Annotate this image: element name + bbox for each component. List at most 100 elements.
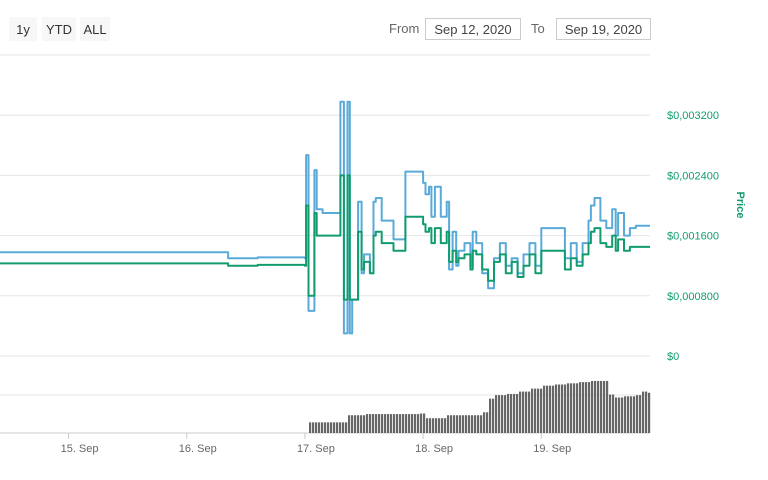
volume-bar (438, 418, 441, 433)
volume-bar (603, 380, 606, 433)
volume-bar (549, 385, 552, 433)
volume-bar (564, 384, 567, 433)
volume-bar (531, 388, 534, 433)
volume-bar (510, 393, 513, 433)
volume-bar (432, 418, 435, 433)
y-tick-label: $0,000800 (667, 291, 719, 303)
volume-bar (456, 415, 459, 433)
volume-bar (519, 391, 522, 433)
volume-bar (453, 415, 456, 433)
volume-bar (462, 415, 465, 433)
volume-bar (390, 414, 393, 433)
volume-bar (558, 384, 561, 433)
volume-bar (618, 397, 621, 433)
volume-bar (621, 397, 624, 433)
volume-bar (504, 395, 507, 433)
volume-bar (396, 414, 399, 433)
volume-bar (633, 396, 636, 433)
volume-bar (483, 412, 486, 433)
volume-bar (594, 380, 597, 433)
volume-bar (309, 422, 312, 433)
volume-bar (576, 383, 579, 433)
volume-bar (339, 422, 342, 433)
volume-bar (465, 415, 468, 433)
volume-bar (489, 398, 492, 433)
axis-layer: $0 $0,000800 $0,001600 $0,002400 $0,003200 Pr… (61, 110, 746, 455)
range-button-ytd[interactable]: YTD (42, 17, 76, 41)
volume-bar (498, 395, 501, 433)
volume-bar (426, 418, 429, 433)
volume-bar (555, 384, 558, 433)
volume-bar (468, 415, 471, 433)
volume-bar (312, 422, 315, 433)
volume-bar (354, 415, 357, 433)
volume-bar (318, 422, 321, 433)
volume-bar (588, 382, 591, 433)
series-layer (0, 100, 650, 335)
volume-bar (582, 382, 585, 433)
volume-bar (399, 414, 402, 433)
volume-bar (642, 391, 645, 433)
y-tick-label: $0,003200 (667, 110, 719, 122)
volume-bar (486, 412, 489, 433)
volume-bar (315, 422, 318, 433)
price-series-1 (0, 100, 650, 335)
volume-bar (591, 380, 594, 433)
volume-bar (639, 395, 642, 433)
volume-bar (606, 380, 609, 433)
volume-bar (636, 395, 639, 433)
y-axis-title: Price (734, 192, 746, 219)
volume-bar (630, 396, 633, 433)
volume-bar (336, 422, 339, 433)
volume-bar (543, 385, 546, 433)
volume-bar (420, 413, 423, 433)
volume-bar (522, 391, 525, 433)
volume-bar (501, 395, 504, 433)
volume-bar (345, 422, 348, 433)
range-button-all[interactable]: ALL (80, 17, 110, 41)
volume-bar (357, 415, 360, 433)
volume-bar (528, 391, 531, 433)
y-tick-label: $0,001600 (667, 231, 719, 243)
x-tick-label: 19. Sep (533, 443, 571, 455)
volume-bar (570, 383, 573, 433)
volume-bar (579, 382, 582, 433)
volume-bar (360, 415, 363, 433)
volume-bar (408, 414, 411, 433)
volume-bar (573, 383, 576, 433)
volume-bar (414, 414, 417, 433)
volume-bar (516, 393, 519, 433)
volume-bar (348, 415, 351, 433)
volume-bar (480, 415, 483, 433)
volume-bar (333, 422, 336, 433)
x-tick-label: 17. Sep (297, 443, 335, 455)
volume-bar (546, 385, 549, 433)
volume-bar (405, 414, 408, 433)
volume-bar (381, 414, 384, 433)
volume-bar (450, 415, 453, 433)
volume-bar (513, 393, 516, 433)
from-label: From (389, 21, 420, 36)
volume-bar (324, 422, 327, 433)
volume-bar (447, 415, 450, 433)
volume-bar (372, 414, 375, 433)
volume-bar (624, 396, 627, 433)
volume-bar (552, 385, 555, 433)
to-date-input[interactable] (556, 18, 651, 40)
volume-bar (387, 414, 390, 433)
y-tick-label: $0 (667, 351, 679, 363)
volume-bar (351, 415, 354, 433)
volume-layer (309, 380, 651, 433)
volume-bar (402, 414, 405, 433)
volume-bar (600, 380, 603, 433)
volume-bar (435, 418, 438, 433)
volume-bar (609, 394, 612, 433)
range-button-1y[interactable]: 1y (9, 17, 37, 41)
volume-bar (393, 414, 396, 433)
from-date-input[interactable] (425, 18, 521, 40)
volume-bar (471, 415, 474, 433)
volume-bar (441, 418, 444, 433)
volume-bar (384, 414, 387, 433)
volume-bar (417, 414, 420, 433)
